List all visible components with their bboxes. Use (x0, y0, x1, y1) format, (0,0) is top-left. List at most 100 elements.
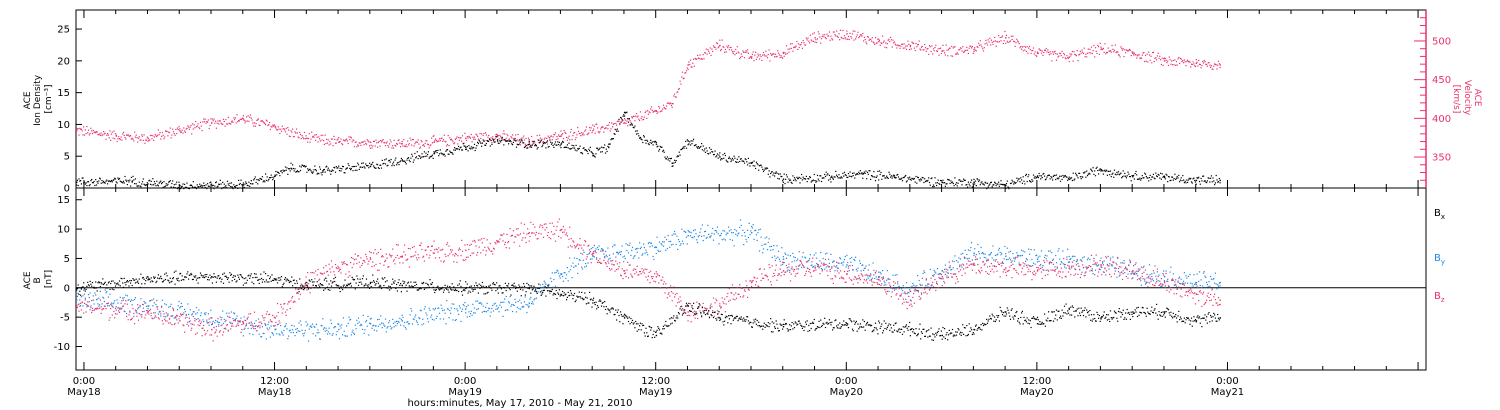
data-point (634, 120, 636, 122)
data-point (473, 138, 475, 140)
data-point (513, 304, 515, 307)
data-point (518, 143, 520, 146)
data-point (846, 33, 848, 35)
data-point (600, 146, 603, 148)
data-point (955, 260, 958, 262)
data-point (460, 320, 462, 322)
data-point (884, 46, 886, 48)
data-point (265, 119, 267, 121)
data-point (166, 320, 168, 322)
data-point (819, 36, 821, 38)
data-point (549, 139, 551, 141)
data-point (407, 247, 410, 250)
data-point (147, 310, 149, 312)
data-point (497, 135, 499, 137)
data-point (1018, 262, 1020, 264)
data-point (481, 311, 483, 313)
data-point (336, 139, 338, 141)
data-point (801, 42, 803, 44)
data-point (270, 174, 272, 176)
data-point (231, 323, 233, 325)
data-point (1021, 182, 1023, 184)
data-point (181, 185, 183, 187)
data-point (1100, 257, 1102, 259)
data-point (394, 321, 396, 323)
data-point (303, 138, 305, 140)
data-point (715, 230, 717, 232)
data-point (260, 336, 262, 338)
data-point (1048, 174, 1050, 176)
data-point (91, 132, 94, 135)
data-point (280, 325, 282, 327)
data-point (616, 120, 618, 123)
data-point (1164, 57, 1166, 59)
data-point (932, 48, 935, 50)
data-point (211, 322, 213, 324)
data-point (1026, 181, 1028, 183)
data-point (461, 140, 463, 142)
data-point (81, 301, 83, 303)
data-point (183, 127, 185, 129)
data-point (976, 46, 978, 48)
data-point (667, 159, 669, 161)
data-point (720, 48, 722, 50)
data-point (1167, 176, 1170, 178)
data-point (1130, 180, 1132, 182)
data-point (1121, 176, 1124, 178)
data-point (140, 298, 142, 300)
data-point (1202, 175, 1205, 177)
data-point (469, 147, 471, 149)
data-point (688, 61, 690, 63)
data-point (1179, 179, 1181, 181)
data-point (1113, 169, 1116, 171)
data-point (970, 45, 972, 47)
data-point (268, 178, 270, 180)
data-point (612, 123, 614, 125)
data-point (454, 319, 456, 321)
data-point (1025, 173, 1027, 175)
data-point (340, 272, 342, 274)
data-point (411, 138, 414, 141)
data-point (133, 140, 135, 142)
data-point (122, 133, 124, 135)
data-point (199, 127, 201, 130)
data-point (1036, 254, 1038, 256)
data-point (271, 176, 273, 178)
data-point (791, 261, 793, 263)
data-point (1106, 174, 1108, 176)
data-point (218, 325, 220, 327)
data-point (755, 51, 757, 53)
data-point (605, 127, 607, 129)
data-point (537, 291, 539, 293)
data-point (141, 311, 144, 313)
data-point (217, 120, 219, 122)
data-point (592, 155, 594, 157)
data-point (539, 137, 541, 139)
data-point (298, 137, 300, 139)
data-point (245, 323, 248, 325)
data-point (970, 181, 972, 183)
data-point (915, 175, 917, 178)
data-point (312, 333, 314, 335)
data-point (346, 167, 348, 169)
data-point (1066, 176, 1068, 178)
data-point (262, 332, 264, 335)
data-point (672, 243, 674, 245)
data-point (465, 148, 468, 150)
data-point (861, 35, 863, 37)
data-point (329, 170, 331, 172)
data-point (304, 138, 306, 140)
data-point (1167, 60, 1169, 62)
data-point (402, 316, 404, 318)
data-point (666, 239, 668, 241)
data-point (200, 184, 202, 186)
data-point (103, 182, 105, 184)
data-point (347, 276, 349, 278)
data-point (608, 143, 611, 145)
data-point (232, 121, 234, 123)
data-point (1179, 57, 1181, 59)
data-point (178, 181, 180, 183)
data-point (826, 174, 828, 176)
data-point (541, 138, 543, 140)
data-point (431, 245, 433, 247)
